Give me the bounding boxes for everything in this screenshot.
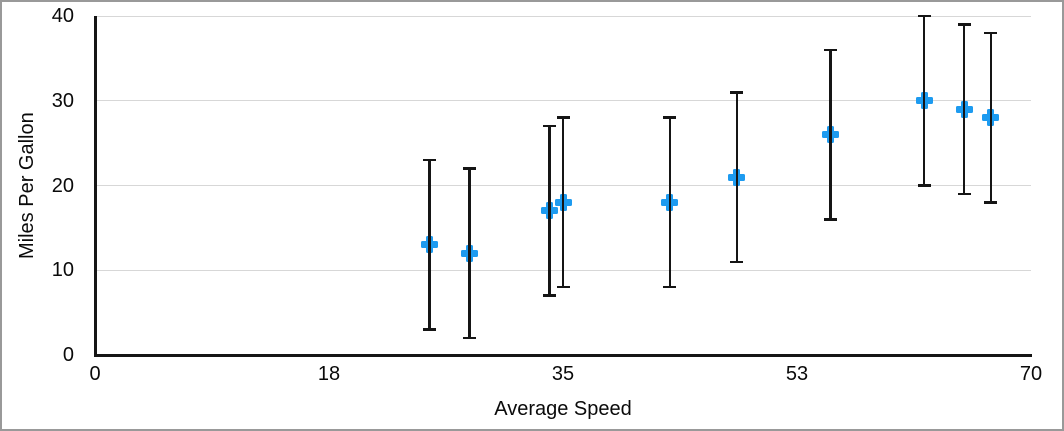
error-bar-cap-top [730,91,744,94]
error-bar-line [548,126,551,296]
error-bar-cap-bottom [663,285,677,289]
x-tick-label: 18 [317,363,341,385]
y-tick-label: 20 [51,174,74,197]
y-tick-label: 40 [51,5,74,27]
error-bar-line [668,117,672,288]
x-tick-label: 0 [89,363,101,385]
x-axis-title: Average Speed [494,398,632,420]
error-bar-cap-bottom [823,218,837,221]
error-bar-cap-bottom [917,184,931,187]
error-bar-cap-top [917,14,931,18]
error-bar-line [735,92,739,262]
error-bar-line [962,24,966,194]
error-bar-cap-top [422,158,436,162]
error-bar-cap-top [663,116,677,119]
y-tick-label: 0 [62,344,74,366]
error-bar-line [989,32,993,203]
error-bar-cap-top [556,116,570,119]
x-tick-label: 53 [785,363,809,385]
error-bar-line [922,16,926,186]
y-tick-label: 30 [51,89,74,112]
plot-area [94,14,1032,357]
y-tick-label: 10 [51,259,74,282]
error-bar-cap-bottom [556,285,570,289]
error-bar-cap-bottom [543,294,557,297]
x-axis-line [94,353,1032,357]
error-bar-cap-bottom [984,201,998,204]
x-tick-label: 35 [551,363,575,385]
error-bar-cap-top [984,31,998,35]
error-bar-line [561,117,565,288]
y-axis-line [94,16,97,355]
error-bar-cap-bottom [957,192,971,196]
error-bar-cap-top [462,167,476,170]
gridline [95,100,1031,102]
error-bar-line [428,160,431,330]
error-bar-cap-top [823,48,837,52]
error-bar-cap-bottom [422,328,436,331]
error-bar-cap-top [957,23,971,26]
error-bar-line [829,49,832,220]
error-bar-cap-bottom [462,336,476,340]
error-bar-line [468,168,471,339]
gridline [95,15,1031,17]
error-bar-cap-top [543,124,557,128]
x-tick-label: 70 [1019,363,1043,385]
error-bar-cap-bottom [730,260,744,264]
